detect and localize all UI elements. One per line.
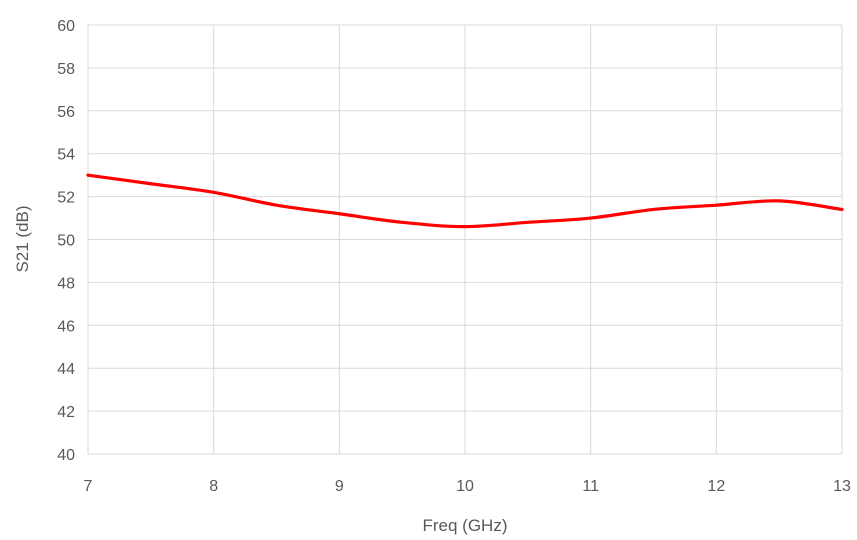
x-tick-label: 12 <box>707 478 725 495</box>
grid <box>87 24 843 455</box>
x-tick-label: 9 <box>335 478 344 495</box>
y-tick-label: 60 <box>57 18 75 35</box>
y-tick-label: 52 <box>57 190 75 207</box>
y-tick-label: 54 <box>57 147 75 164</box>
y-tick-label: 46 <box>57 318 75 335</box>
y-tick-label: 56 <box>57 104 75 121</box>
x-axis-ticks: 7 8 9 10 11 12 13 <box>84 478 851 495</box>
y-tick-label: 42 <box>57 404 75 421</box>
x-axis-label: Freq (GHz) <box>423 516 508 535</box>
y-tick-label: 50 <box>57 233 75 250</box>
y-tick-label: 44 <box>57 361 75 378</box>
x-tick-label: 10 <box>456 478 474 495</box>
y-axis-ticks: 40 42 44 46 48 50 52 54 56 58 60 <box>57 18 75 464</box>
x-tick-label: 13 <box>833 478 851 495</box>
y-tick-label: 40 <box>57 447 75 464</box>
y-tick-label: 58 <box>57 61 75 78</box>
series-line <box>86 173 844 229</box>
y-tick-label: 48 <box>57 275 75 292</box>
y-axis-label: S21 (dB) <box>13 205 32 272</box>
x-tick-label: 11 <box>582 478 599 495</box>
series-group <box>86 173 844 229</box>
x-tick-label: 8 <box>209 478 218 495</box>
x-tick-label: 7 <box>84 478 93 495</box>
